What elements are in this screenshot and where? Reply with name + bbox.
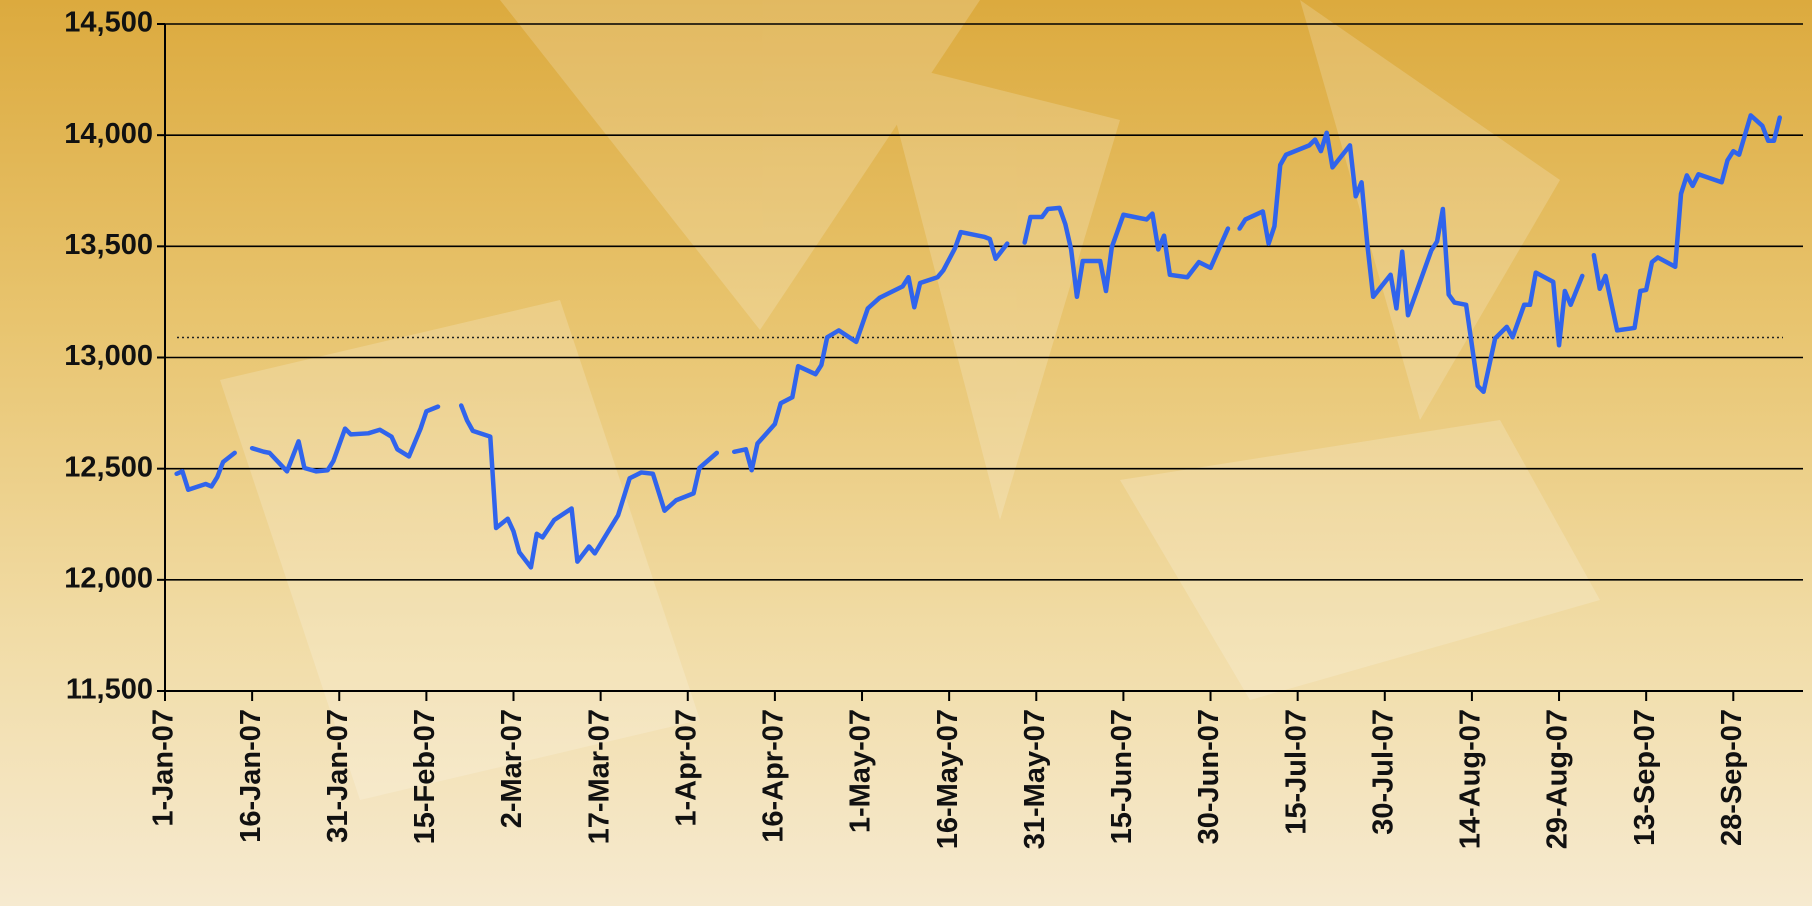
x-tick-label: 16-Apr-07	[758, 709, 790, 843]
x-tick-label: 1-Apr-07	[670, 709, 702, 827]
x-tick-label: 31-May-07	[1019, 709, 1051, 849]
x-tick-label: 16-Jan-07	[235, 709, 267, 843]
background-art	[220, 0, 1600, 800]
x-tick-label: 15-Jul-07	[1280, 709, 1312, 835]
x-tick-label: 30-Jul-07	[1367, 709, 1399, 835]
y-tick-label: 11,500	[66, 674, 153, 706]
line-segment	[177, 453, 235, 490]
y-tick-label: 12,500	[64, 451, 153, 483]
x-tick-label: 2-Mar-07	[496, 709, 528, 828]
y-tick-label: 13,000	[64, 340, 153, 372]
y-tick-label: 14,500	[64, 7, 153, 39]
x-tick-label: 16-May-07	[932, 709, 964, 849]
y-tick-label: 13,500	[64, 229, 153, 261]
x-tick-label: 13-Sep-07	[1629, 709, 1661, 846]
line-segment	[1594, 115, 1780, 330]
x-tick-label: 15-Feb-07	[409, 709, 441, 844]
y-tick-label: 12,000	[64, 562, 153, 594]
y-tick-label: 14,000	[64, 118, 153, 150]
chart: 11,500 12,000 12,500 13,000 13,500 14,000 14,5…	[0, 0, 1812, 906]
x-tick-label: 17-Mar-07	[583, 709, 615, 844]
x-tick-label: 29-Aug-07	[1542, 709, 1574, 849]
x-tick-label: 30-Jun-07	[1193, 709, 1225, 844]
x-tick-label: 1-Jan-07	[148, 709, 180, 827]
page: 11,500 12,000 12,500 13,000 13,500 14,000 14,5…	[0, 0, 1812, 906]
x-tick-label: 14-Aug-07	[1455, 709, 1487, 849]
x-tick-label: 31-Jan-07	[322, 709, 354, 843]
x-tick-label: 1-May-07	[845, 709, 877, 833]
x-tick-label: 28-Sep-07	[1716, 709, 1748, 846]
x-tick-label: 15-Jun-07	[1106, 709, 1138, 844]
